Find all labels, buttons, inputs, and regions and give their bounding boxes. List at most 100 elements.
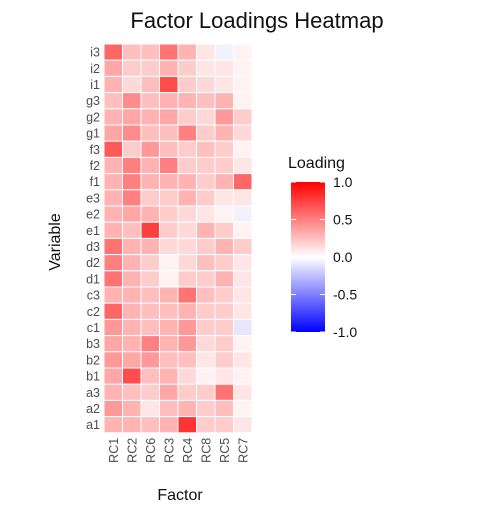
heatmap-cell-e3-RC7 (233, 189, 253, 207)
x-axis-ticks: RC1 RC2 RC6 RC3 RC4 RC8 RC5 RC7 (107, 438, 251, 463)
heatmap-cell-g2-RC7 (233, 108, 253, 126)
heatmap-cell-i3-RC2 (122, 43, 142, 61)
y-tick-label-b2: b2 (86, 353, 100, 367)
heatmap-cell-g1-RC7 (233, 124, 253, 142)
legend-colorbar (291, 182, 325, 332)
heatmap-cell-c3-RC7 (233, 286, 253, 304)
y-tick-label-b1: b1 (86, 370, 100, 384)
y-tick-label-d2: d2 (86, 256, 100, 270)
x-tick-label-RC8: RC8 (199, 438, 213, 463)
chart-title: Factor Loadings Heatmap (130, 8, 383, 33)
heatmap-cell-a2-RC4 (177, 399, 197, 418)
y-tick-label-d1: d1 (86, 272, 100, 286)
heatmap-cell-d2-RC8 (196, 254, 216, 272)
x-tick-label-RC2: RC2 (125, 438, 139, 463)
heatmap-cell-e3-RC8 (196, 189, 216, 207)
heatmap-cell-b1-RC3 (159, 367, 179, 385)
heatmap-cell-e2-RC7 (233, 205, 253, 223)
heatmap-cell-i3-RC8 (196, 43, 216, 61)
heatmap-cell-d1-RC1 (103, 270, 123, 288)
heatmap-cell-g1-RC3 (159, 124, 179, 142)
heatmap-cell-a3-RC3 (159, 383, 179, 401)
heatmap-cell-i1-RC8 (196, 75, 216, 94)
heatmap-cell-g3-RC7 (233, 92, 253, 110)
heatmap-cell-e3-RC5 (214, 189, 234, 207)
heatmap-cell-c2-RC8 (196, 302, 216, 320)
y-tick-label-b3: b3 (86, 337, 100, 351)
y-axis-title: Variable (47, 213, 64, 271)
heatmap-cell-a3-RC6 (140, 383, 160, 401)
heatmap-cell-f3-RC6 (140, 140, 160, 158)
heatmap-cell-e2-RC3 (159, 205, 179, 223)
heatmap-cell-f2-RC1 (103, 156, 123, 175)
heatmap-cell-g1-RC1 (103, 124, 123, 142)
heatmap-cell-i1-RC5 (214, 75, 234, 94)
heatmap-cell-c2-RC2 (122, 302, 142, 320)
heatmap-cell-a2-RC7 (233, 399, 253, 418)
heatmap-cell-i3-RC4 (177, 43, 197, 61)
heatmap-cell-a2-RC8 (196, 399, 216, 418)
heatmap-cell-e2-RC6 (140, 205, 160, 223)
heatmap-cell-c1-RC6 (140, 318, 160, 337)
heatmap-cell-f2-RC5 (214, 156, 234, 175)
heatmap-cell-d1-RC8 (196, 270, 216, 288)
heatmap-cell-c2-RC3 (159, 302, 179, 320)
heatmap-cell-f1-RC7 (233, 173, 253, 191)
heatmap-cell-g1-RC2 (122, 124, 142, 142)
y-tick-label-a3: a3 (86, 386, 100, 400)
heatmap-cell-b3-RC7 (233, 335, 253, 353)
heatmap-cell-b3-RC4 (177, 335, 197, 353)
heatmap-cell-i2-RC2 (122, 59, 142, 77)
y-tick-label-e3: e3 (86, 191, 100, 205)
heatmap-cell-f1-RC8 (196, 173, 216, 191)
heatmap-cell-d2-RC3 (159, 254, 179, 272)
heatmap-cell-f2-RC6 (140, 156, 160, 175)
legend-tick-label-1: 0.5 (333, 212, 353, 228)
heatmap-cell-i3-RC5 (214, 43, 234, 61)
y-tick-label-i1: i1 (90, 78, 100, 92)
y-tick-label-i2: i2 (90, 62, 100, 76)
heatmap-cell-f3-RC5 (214, 140, 234, 158)
heatmap-cell-b1-RC5 (214, 367, 234, 385)
y-axis-ticks: i3 i2 i1 g3 g2 g1 f3 f2 f1 e3 e2 e1 d3 d2 d1 c3 c2 c1 b3 b2… (86, 46, 100, 433)
heatmap-cell-f3-RC1 (103, 140, 123, 158)
heatmap-cell-a1-RC6 (140, 416, 160, 434)
heatmap-cell-c1-RC1 (103, 318, 123, 337)
heatmap-cell-g3-RC4 (177, 92, 197, 110)
heatmap-cell-e2-RC1 (103, 205, 123, 223)
heatmap-cell-d3-RC6 (140, 237, 160, 256)
heatmap-cell-a2-RC5 (214, 399, 234, 418)
heatmap-cell-f2-RC7 (233, 156, 253, 175)
heatmap-cell-f1-RC5 (214, 173, 234, 191)
heatmap-cell-b2-RC6 (140, 351, 160, 369)
heatmap-cell-g2-RC8 (196, 108, 216, 126)
y-tick-label-g1: g1 (86, 127, 100, 141)
heatmap-cell-e1-RC2 (122, 221, 142, 239)
heatmap-cell-i3-RC1 (103, 43, 123, 61)
x-tick-label-RC1: RC1 (107, 438, 121, 463)
heatmap-cell-g2-RC6 (140, 108, 160, 126)
heatmap-cell-a3-RC7 (233, 383, 253, 401)
legend-tick-label-3: -0.5 (333, 287, 357, 303)
heatmap-cell-c3-RC5 (214, 286, 234, 304)
heatmap-cell-d3-RC1 (103, 237, 123, 256)
heatmap-cell-g2-RC1 (103, 108, 123, 126)
heatmap-cell-f1-RC3 (159, 173, 179, 191)
heatmap-cell-f3-RC8 (196, 140, 216, 158)
heatmap-cell-i2-RC7 (233, 59, 253, 77)
heatmap-cell-c1-RC8 (196, 318, 216, 337)
heatmap-cell-d1-RC4 (177, 270, 197, 288)
heatmap-cell-c3-RC3 (159, 286, 179, 304)
heatmap-cell-f2-RC4 (177, 156, 197, 175)
heatmap-cell-b3-RC5 (214, 335, 234, 353)
heatmap-cell-a2-RC6 (140, 399, 160, 418)
heatmap-cell-i2-RC5 (214, 59, 234, 77)
heatmap-cell-d1-RC7 (233, 270, 253, 288)
heatmap-cell-b1-RC4 (177, 367, 197, 385)
heatmap-cell-i1-RC4 (177, 75, 197, 94)
y-tick-label-c2: c2 (87, 305, 100, 319)
heatmap-cell-e1-RC3 (159, 221, 179, 239)
heatmap-cell-g3-RC2 (122, 92, 142, 110)
heatmap-cell-c3-RC4 (177, 286, 197, 304)
